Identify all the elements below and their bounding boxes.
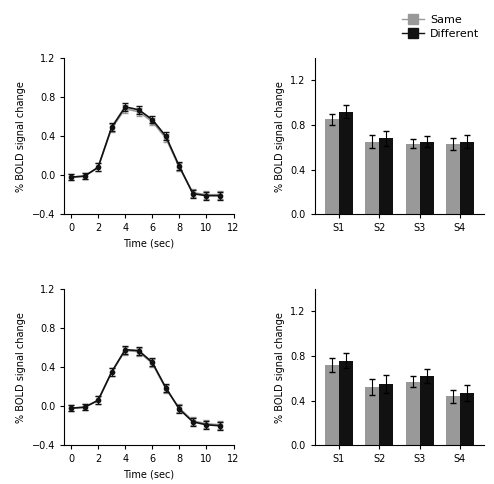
- Bar: [379, 384, 393, 445]
- Y-axis label: % BOLD signal change: % BOLD signal change: [16, 81, 26, 192]
- Y-axis label: % BOLD signal change: % BOLD signal change: [275, 81, 285, 192]
- Bar: [406, 144, 419, 214]
- Bar: [365, 142, 379, 214]
- Legend: Same, Different: Same, Different: [398, 10, 484, 44]
- Bar: [325, 120, 339, 214]
- Bar: [379, 138, 393, 214]
- Bar: [339, 361, 353, 445]
- Bar: [406, 382, 419, 445]
- X-axis label: Time (sec): Time (sec): [124, 470, 174, 480]
- X-axis label: Time (sec): Time (sec): [124, 239, 174, 249]
- Bar: [365, 387, 379, 445]
- Bar: [419, 142, 434, 214]
- Bar: [339, 112, 353, 214]
- Bar: [446, 144, 460, 214]
- Bar: [446, 396, 460, 445]
- Bar: [460, 393, 474, 445]
- Bar: [325, 365, 339, 445]
- Bar: [419, 376, 434, 445]
- Y-axis label: % BOLD signal change: % BOLD signal change: [16, 312, 26, 423]
- Bar: [460, 142, 474, 214]
- Y-axis label: % BOLD signal change: % BOLD signal change: [275, 312, 285, 423]
